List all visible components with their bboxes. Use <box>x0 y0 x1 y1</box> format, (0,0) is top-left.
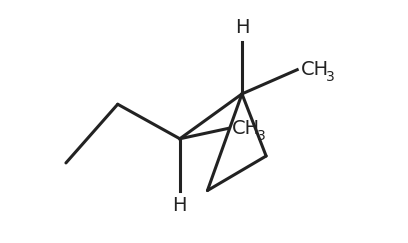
Text: CH: CH <box>232 119 260 138</box>
Text: 3: 3 <box>326 70 334 84</box>
Text: 3: 3 <box>257 129 265 143</box>
Text: CH: CH <box>301 60 329 79</box>
Text: H: H <box>173 196 187 215</box>
Text: H: H <box>235 18 249 37</box>
